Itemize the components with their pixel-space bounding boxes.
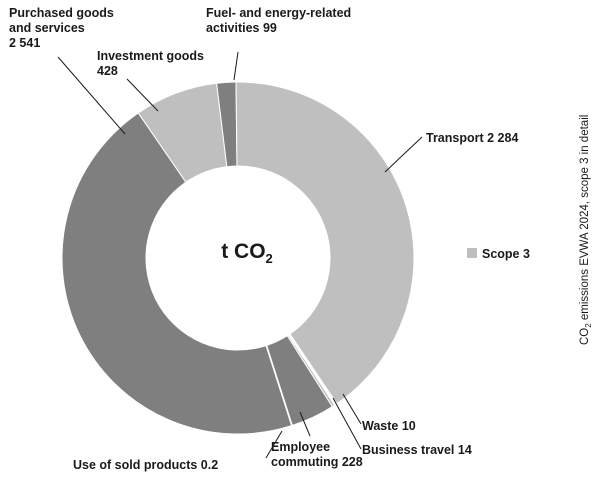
leader-waste [342,393,362,425]
leader-purchased-goods-and-services [57,56,126,135]
leader-transport [384,136,423,173]
label-investment-goods: Investment goods 428 [97,49,204,78]
leader-use-of-sold-products [265,430,283,459]
leader-fuel-and-energy-related-activities [233,51,239,81]
slice-purchased-goods-and-services [61,112,293,435]
leader-business-travel [332,397,362,450]
label-use-of-sold-products: Use of sold products 0.2 [73,458,218,472]
slice-investment-goods [137,82,228,183]
label-purchased-goods-and-services: Purchased goods and services 2 541 [9,6,114,50]
leader-employee-commuting [299,411,311,437]
slice-transport [235,81,415,405]
legend-label: Scope 3 [482,247,530,261]
center-label: t CO2 [221,240,273,266]
slice-waste [288,333,338,405]
chart-title: CO2 emissions EVWA 2024, scope 3 in deta… [579,115,593,345]
label-transport: Transport 2 284 [426,131,518,145]
label-employee-commuting: Employee commuting 228 [271,440,363,469]
label-waste: Waste 10 [362,419,416,433]
label-business-travel: Business travel 14 [362,443,472,457]
slice-labels: Fuel- and energy-related activities 99 Tra… [9,6,518,472]
legend-swatch [467,248,477,258]
leader-investment-goods [126,78,159,112]
label-fuel-and-energy-related-activities: Fuel- and energy-related activities 99 [206,6,351,35]
leader-lines [57,51,423,459]
donut-slices [61,81,415,435]
